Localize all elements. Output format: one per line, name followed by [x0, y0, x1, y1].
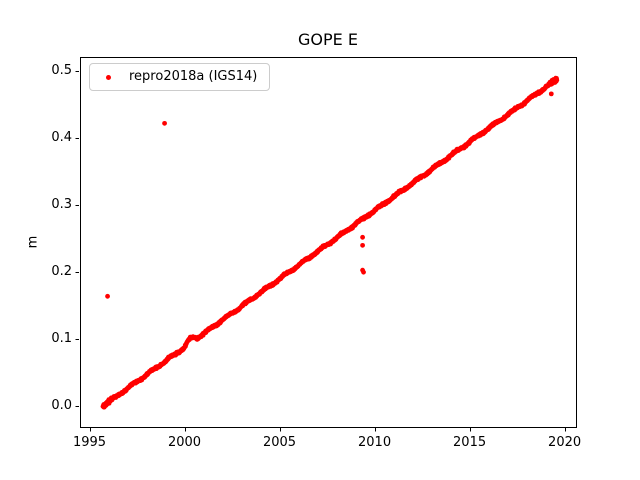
y-tick-label: 0.2: [51, 264, 72, 280]
y-tick-label: 0.1: [51, 331, 72, 347]
legend-marker-dot-icon: [106, 74, 111, 80]
legend: repro2018a (IGS14): [89, 63, 271, 91]
y-tick-label: 0.3: [51, 197, 72, 213]
chart-title: GOPE E: [298, 30, 358, 49]
y-axis-label: m: [25, 235, 41, 249]
x-tick-label: 1995: [72, 435, 107, 450]
y-tick-label: 0.4: [51, 130, 72, 146]
x-tick-label: 2020: [548, 435, 582, 450]
y-tick-label: 0.5: [51, 63, 72, 79]
x-tick-label: 2015: [453, 435, 487, 450]
y-tick-label: 0.0: [51, 398, 72, 414]
legend-label: repro2018a (IGS14): [129, 69, 258, 84]
x-tick-label: 2005: [262, 435, 297, 450]
x-tick-label: 2000: [167, 435, 202, 450]
x-tick-label: 2010: [358, 435, 392, 450]
